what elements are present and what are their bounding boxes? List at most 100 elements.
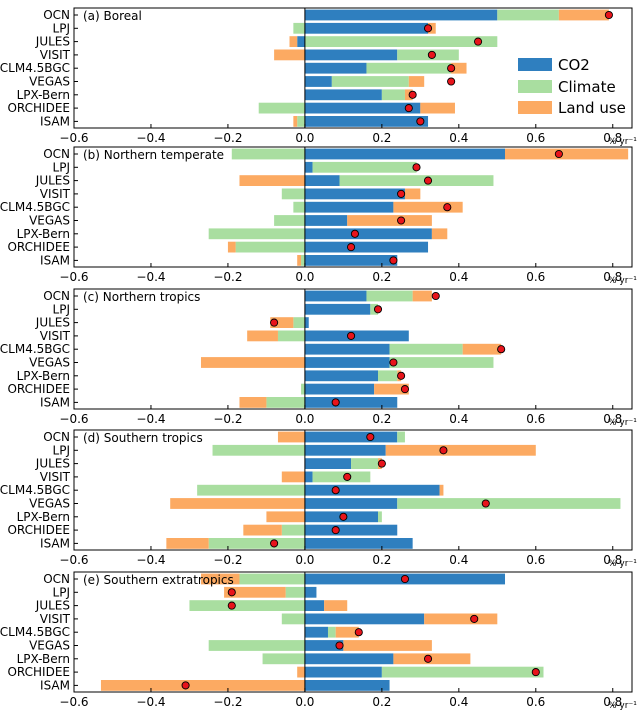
category-label: LPX-Bern: [17, 369, 70, 383]
net-dot: [350, 229, 359, 238]
category-label: LPJ: [53, 443, 70, 457]
panel-title: (a) Boreal: [83, 9, 142, 23]
bar-climate: [297, 116, 305, 127]
bar-co2: [304, 383, 375, 395]
bar-climate: [339, 175, 494, 186]
category-label: ISAM: [40, 536, 70, 550]
bar-climate: [312, 161, 417, 173]
bar-co2: [304, 215, 348, 226]
bar-climate: [293, 201, 305, 213]
net-dot: [416, 117, 425, 126]
net-dot: [400, 574, 410, 584]
bar-climate: [381, 666, 544, 678]
panel-2: OCNLPJJULESVISITCLM4.5BGCVEGASLPX-BernOR…: [0, 146, 637, 286]
x-tick-label: 0.6: [526, 695, 545, 709]
net-dot: [397, 216, 406, 225]
net-dot: [373, 305, 383, 314]
bar-land-use: [374, 383, 409, 395]
category-label: OCN: [43, 8, 70, 22]
bar-land-use: [343, 640, 432, 651]
bar-land-use: [170, 498, 305, 509]
x-tick-label: 0.0: [295, 270, 314, 284]
unit-label: % yr⁻¹: [608, 137, 637, 147]
bar-climate: [274, 215, 305, 226]
bar-land-use: [243, 524, 282, 536]
panels: OCNLPJJULESVISITCLM4.5BGCVEGASLPX-BernOR…: [0, 7, 637, 711]
net-dot: [339, 512, 348, 521]
x-tick-label: −0.6: [59, 695, 88, 709]
bar-climate: [327, 626, 336, 638]
bar-climate: [235, 241, 305, 253]
x-tick-label: 0.6: [526, 270, 545, 284]
bar-land-use: [166, 538, 209, 549]
bar-co2: [304, 9, 498, 21]
x-tick-label: 0.6: [526, 412, 545, 426]
category-label: LPJ: [53, 160, 70, 174]
panel-5: OCNLPJJULESVISITCLM4.5BGCVEGASLPX-BernOR…: [0, 571, 637, 711]
bar-co2: [304, 600, 325, 611]
bar-climate: [262, 653, 305, 665]
net-dot: [604, 10, 613, 20]
net-dot: [343, 472, 352, 481]
x-tick-label: 0.8: [603, 553, 622, 567]
category-label: ORCHIDEE: [7, 101, 70, 115]
net-dot: [497, 345, 506, 354]
bar-land-use: [100, 680, 305, 691]
bar-co2: [304, 357, 390, 368]
panel-title: (e) Southern extratropics: [83, 573, 234, 587]
bar-co2: [304, 241, 429, 253]
net-dot: [423, 176, 433, 185]
bar-climate: [378, 370, 398, 382]
panel-title: (d) Southern tropics: [83, 431, 203, 445]
bar-climate: [231, 148, 305, 160]
category-label: CLM4.5BGC: [0, 483, 70, 497]
bar-co2: [304, 76, 332, 87]
bar-land-use: [451, 62, 467, 74]
net-dot: [331, 486, 340, 495]
category-label: LPJ: [53, 585, 70, 599]
bar-co2: [304, 458, 352, 469]
bar-climate: [301, 255, 305, 266]
category-label: OCN: [43, 289, 70, 303]
bar-climate: [378, 511, 382, 523]
bar-co2: [304, 330, 409, 342]
x-tick-label: 0.2: [372, 131, 391, 145]
category-label: VISIT: [40, 329, 71, 343]
bar-land-use: [404, 188, 421, 200]
category-label: JULES: [35, 174, 70, 188]
x-tick-label: 0.4: [449, 695, 468, 709]
x-tick-label: −0.2: [213, 412, 242, 426]
bar-climate: [266, 397, 305, 408]
category-label: OCN: [43, 147, 70, 161]
bar-co2: [304, 290, 367, 302]
x-tick-label: −0.4: [136, 412, 165, 426]
bar-co2: [304, 62, 367, 74]
bar-climate: [285, 586, 305, 598]
bar-co2: [304, 640, 344, 651]
x-tick-label: −0.4: [136, 131, 165, 145]
category-label: CLM4.5BGC: [0, 200, 70, 214]
net-dot: [354, 628, 363, 637]
bar-land-use: [293, 116, 298, 127]
legend-label-co2: CO2: [558, 56, 590, 74]
bar-land-use: [277, 431, 305, 443]
category-label: VISIT: [40, 187, 71, 201]
bar-climate: [389, 343, 463, 355]
bar-land-use: [462, 343, 502, 355]
bar-climate: [293, 317, 305, 328]
bar-climate: [239, 573, 305, 585]
unit-label: % yr⁻¹: [608, 418, 637, 428]
bar-land-use: [297, 666, 305, 678]
bar-climate: [277, 330, 305, 342]
category-label: LPX-Bern: [17, 510, 70, 524]
bar-co2: [304, 444, 386, 456]
bar-climate: [258, 102, 305, 114]
bar-co2: [304, 102, 421, 114]
bar-climate: [381, 89, 405, 101]
bar-co2: [304, 49, 398, 61]
category-label: JULES: [35, 457, 70, 471]
category-label: ORCHIDEE: [7, 240, 70, 254]
category-label: ISAM: [40, 114, 70, 128]
category-label: OCN: [43, 430, 70, 444]
category-label: VEGAS: [29, 639, 70, 653]
